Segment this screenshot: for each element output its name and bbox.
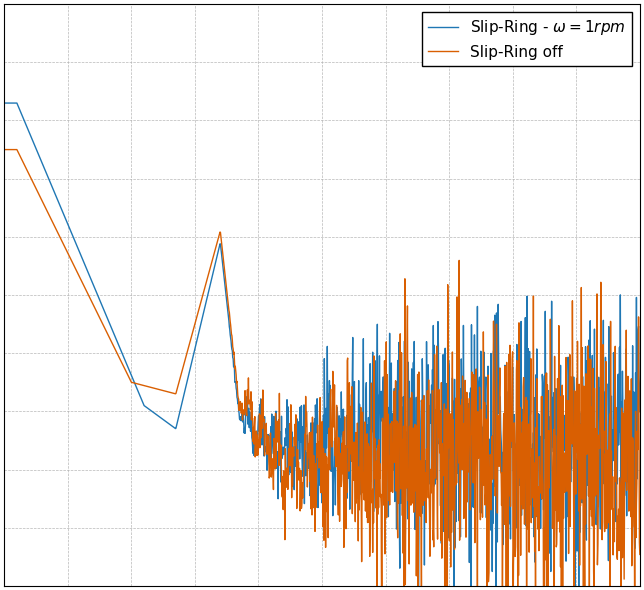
Slip-Ring - $\omega = 1rpm$ xyxy=(362,389,370,396)
Slip-Ring off xyxy=(362,458,370,465)
Slip-Ring - $\omega = 1rpm$ xyxy=(283,396,291,403)
Slip-Ring off xyxy=(75,273,83,280)
Slip-Ring off xyxy=(636,551,644,558)
Slip-Ring off xyxy=(270,435,278,442)
Slip-Ring off xyxy=(294,458,302,466)
Slip-Ring off xyxy=(283,464,291,471)
Slip-Ring off xyxy=(50,220,57,227)
Slip-Ring - $\omega = 1rpm$ xyxy=(50,186,57,194)
Legend: Slip-Ring - $\omega = 1rpm$, Slip-Ring off: Slip-Ring - $\omega = 1rpm$, Slip-Ring o… xyxy=(422,12,632,65)
Line: Slip-Ring off: Slip-Ring off xyxy=(4,150,640,590)
Slip-Ring - $\omega = 1rpm$ xyxy=(75,248,83,255)
Slip-Ring - $\omega = 1rpm$ xyxy=(270,413,278,420)
Slip-Ring - $\omega = 1rpm$ xyxy=(636,408,644,415)
Slip-Ring off xyxy=(0,146,8,153)
Slip-Ring - $\omega = 1rpm$ xyxy=(294,418,302,425)
Slip-Ring - $\omega = 1rpm$ xyxy=(0,100,8,107)
Line: Slip-Ring - $\omega = 1rpm$: Slip-Ring - $\omega = 1rpm$ xyxy=(4,103,640,590)
